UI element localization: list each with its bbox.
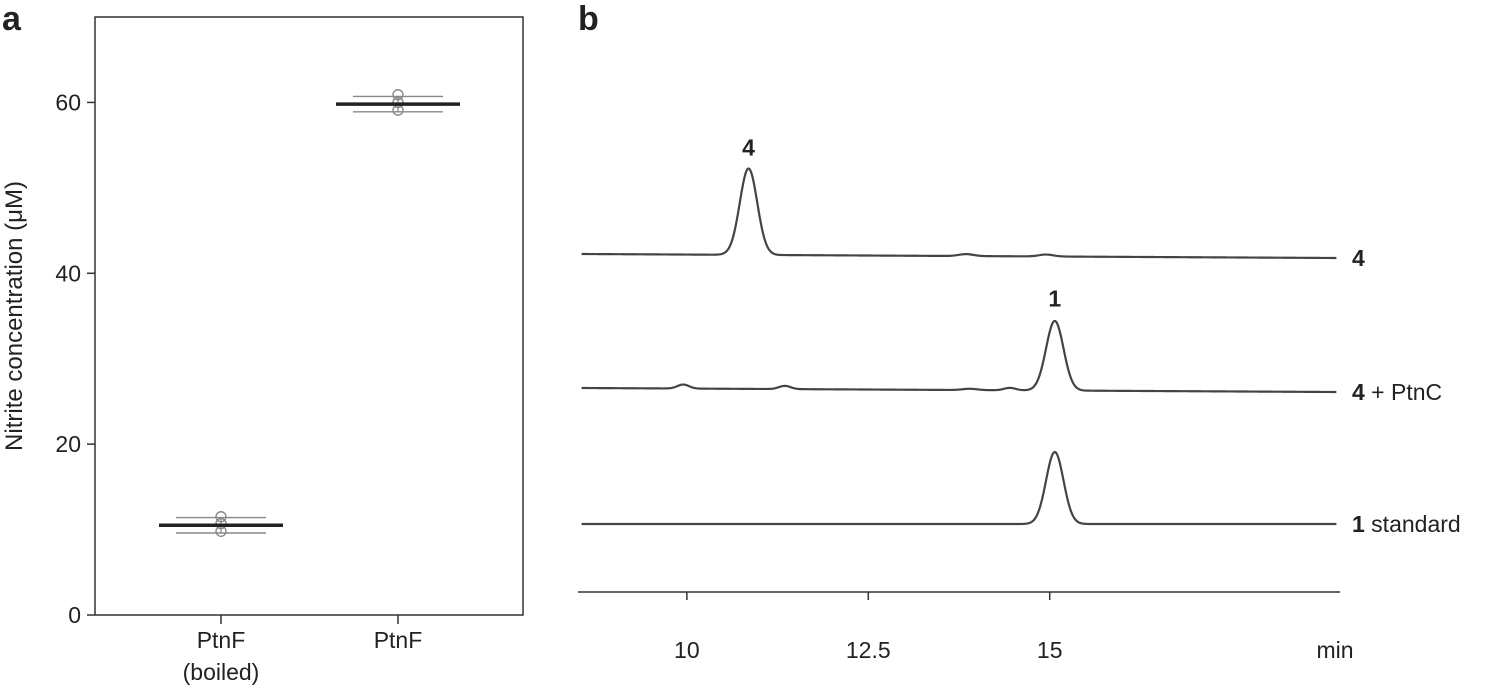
trace-label: 4 + PtnC: [1352, 379, 1442, 405]
chromatogram-trace: [581, 450, 1337, 526]
chromatogram-trace: [581, 319, 1337, 394]
panel-a-x-axis: PtnF (boiled) PtnF: [183, 615, 423, 685]
trace-label: 4: [1352, 245, 1365, 271]
panel-a-chart: 0 20 40 60 PtnF (boiled) PtnF Nitrite concent…: [1, 16, 524, 685]
panel-a-y-axis: 0 20 40 60: [55, 89, 95, 628]
data-point: [215, 511, 227, 523]
x-category-label: PtnF: [374, 627, 423, 653]
x-tick-label: 15: [1037, 637, 1063, 663]
panel-b-letter: b: [578, 0, 599, 38]
y-tick-label: 60: [55, 89, 81, 115]
x-category-sublabel: (boiled): [183, 659, 260, 685]
trace-label-compound: 4: [1352, 245, 1365, 271]
panel-b-x-axis-label: min: [1316, 637, 1353, 663]
x-tick-label: 10: [674, 637, 700, 663]
trace-label-compound: 4: [1352, 379, 1365, 405]
panel-a-y-axis-label: Nitrite concentration (μM): [1, 181, 28, 451]
chromatogram-trace: [581, 167, 1337, 260]
x-category-label: PtnF: [197, 627, 246, 653]
peak-annotation: 4: [742, 135, 755, 161]
panel-a-frame: [94, 16, 524, 616]
panel-b-chart: 10 12.5 15 min 4 4 1 4 + PtnC 1 standard: [578, 135, 1461, 663]
panel-b-x-axis: 10 12.5 15: [674, 592, 1063, 663]
trace-label: 1 standard: [1352, 511, 1461, 537]
panel-a-groups: [159, 89, 460, 537]
panel-a-letter: a: [2, 0, 22, 38]
y-tick-label: 40: [55, 260, 81, 286]
peak-annotation: 1: [1048, 285, 1061, 311]
y-tick-label: 20: [55, 431, 81, 457]
y-tick-label: 0: [68, 602, 81, 628]
trace-label-compound: 1: [1352, 511, 1365, 537]
x-tick-label: 12.5: [846, 637, 891, 663]
data-point: [392, 89, 404, 101]
panel-b-traces: 4 4 1 4 + PtnC 1 standard: [581, 135, 1461, 537]
trace-label-suffix: + PtnC: [1365, 379, 1442, 405]
trace-label-suffix: standard: [1365, 511, 1461, 537]
